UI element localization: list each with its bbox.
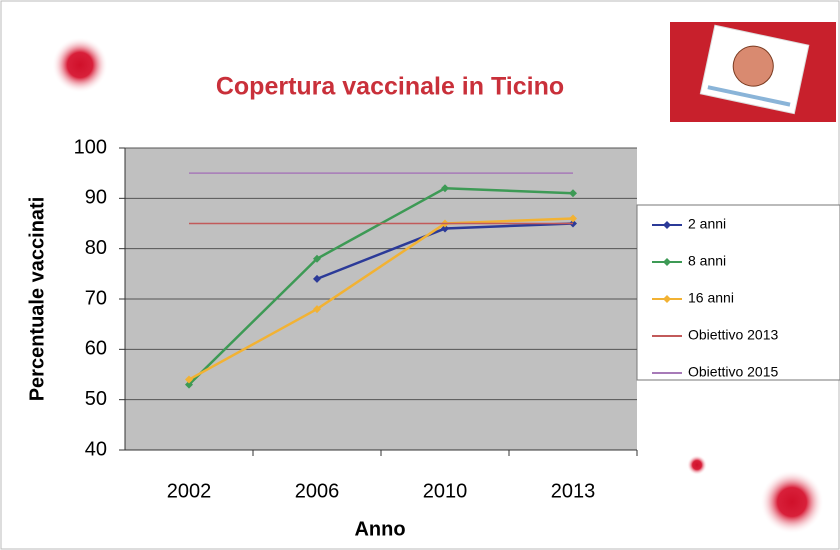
decor-dot xyxy=(687,455,707,475)
logo xyxy=(670,22,836,122)
legend-label: 8 anni xyxy=(688,253,726,269)
legend-label: 16 anni xyxy=(688,290,734,306)
x-tick-label: 2002 xyxy=(167,480,212,502)
x-tick-label: 2006 xyxy=(295,480,340,502)
decor-dot xyxy=(52,37,108,93)
chart-title: Copertura vaccinale in Ticino xyxy=(216,73,564,101)
x-tick-label: 2010 xyxy=(423,480,468,502)
y-tick-label: 60 xyxy=(85,338,107,360)
legend-label: 2 anni xyxy=(688,216,726,232)
legend-box xyxy=(637,205,840,380)
legend-label: Obiettivo 2013 xyxy=(688,327,778,343)
legend-label: Obiettivo 2015 xyxy=(688,364,778,380)
x-tick-label: 2013 xyxy=(551,480,596,502)
y-axis-title: Percentuale vaccinati xyxy=(26,197,48,402)
slide: Copertura vaccinale in Ticino Anno Perce… xyxy=(0,0,840,550)
y-tick-label: 40 xyxy=(85,438,107,460)
x-axis-title: Anno xyxy=(354,518,405,540)
y-tick-label: 100 xyxy=(74,136,107,158)
y-tick-label: 70 xyxy=(85,287,107,309)
y-tick-label: 50 xyxy=(85,388,107,410)
y-tick-label: 80 xyxy=(85,237,107,259)
decor-dot xyxy=(760,470,824,534)
y-tick-label: 90 xyxy=(85,187,107,209)
